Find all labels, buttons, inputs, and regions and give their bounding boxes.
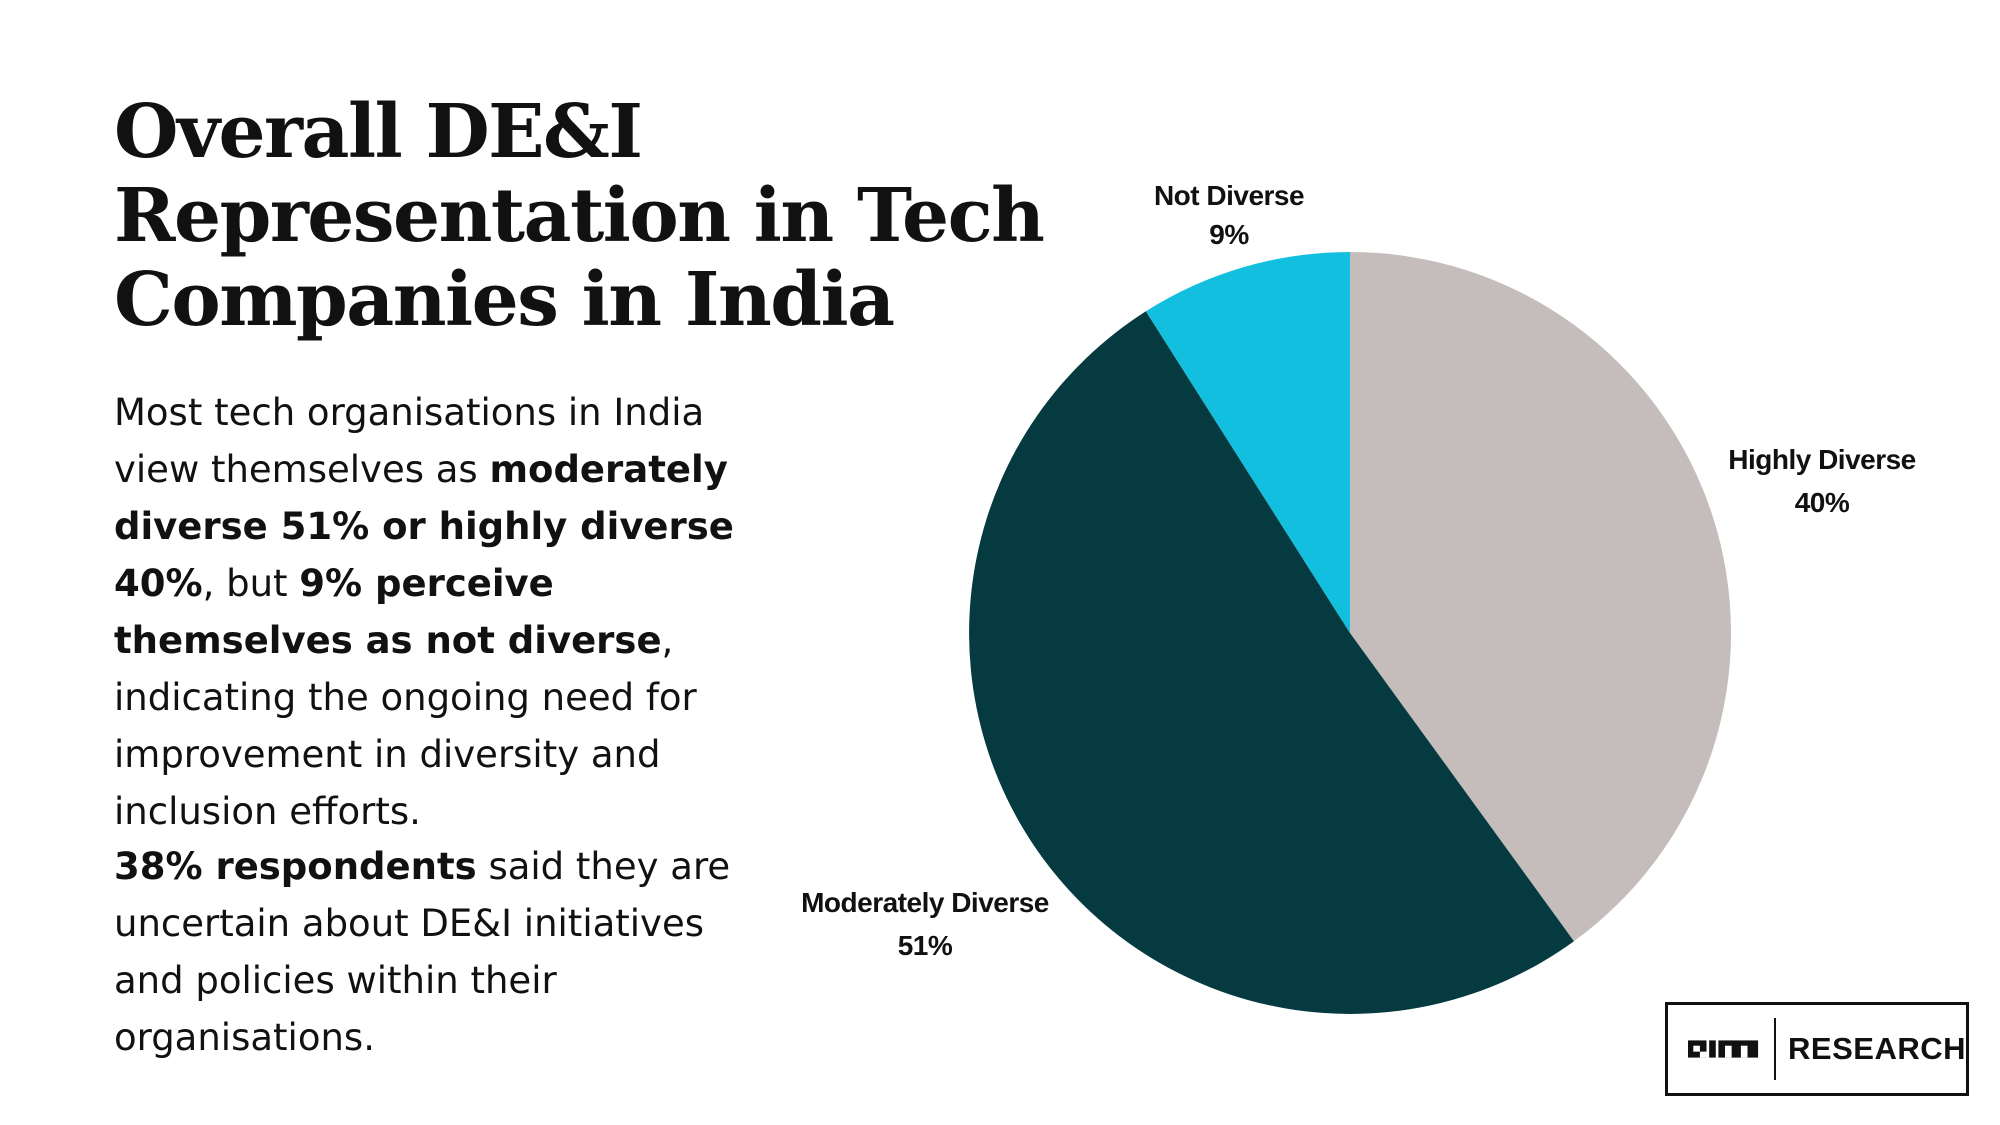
pie-slice-not-diverse — [1145, 252, 1350, 633]
logo-text: RESEARCH — [1788, 1031, 1966, 1066]
pie-slice-moderately-diverse — [969, 311, 1574, 1014]
page-title: Overall DE&I Representation in Tech Comp… — [114, 89, 1045, 343]
slice-label-moderately-diverse: Moderately Diverse — [801, 887, 1049, 918]
summary-text-2: , but — [202, 562, 300, 605]
uncertainty-paragraph: 38% respondents said they are uncertain … — [114, 838, 774, 1066]
slice-label-highly-diverse: Highly Diverse — [1728, 444, 1916, 475]
slice-value-not-diverse: 9% — [1209, 219, 1249, 250]
slice-value-highly-diverse: 40% — [1795, 487, 1850, 518]
pie-slices — [969, 252, 1732, 1014]
summary-text-3: , indicating the ongoing need for improv… — [114, 619, 697, 833]
uncertainty-highlight: 38% respondents — [114, 845, 477, 888]
logo-divider — [1774, 1018, 1777, 1080]
pie-slice-highly-diverse — [1350, 252, 1732, 942]
uncertainty-text: said they are uncertain about DE&I initi… — [114, 845, 731, 1059]
summary-paragraph: Most tech organisations in India view th… — [114, 384, 774, 840]
slice-label-not-diverse: Not Diverse — [1154, 180, 1304, 211]
aim-logo-icon — [1688, 1040, 1759, 1058]
summary-highlight-2: 9% perceive themselves as not diverse — [114, 562, 662, 662]
aim-research-logo: RESEARCH — [1665, 1002, 1969, 1096]
summary-highlight-1: moderately diverse 51% or highly diverse… — [114, 448, 734, 605]
slice-value-moderately-diverse: 51% — [898, 930, 953, 961]
pie-labels: Highly Diverse 40% Moderately Diverse 51… — [801, 180, 1916, 961]
summary-text-1: Most tech organisations in India view th… — [114, 391, 705, 491]
